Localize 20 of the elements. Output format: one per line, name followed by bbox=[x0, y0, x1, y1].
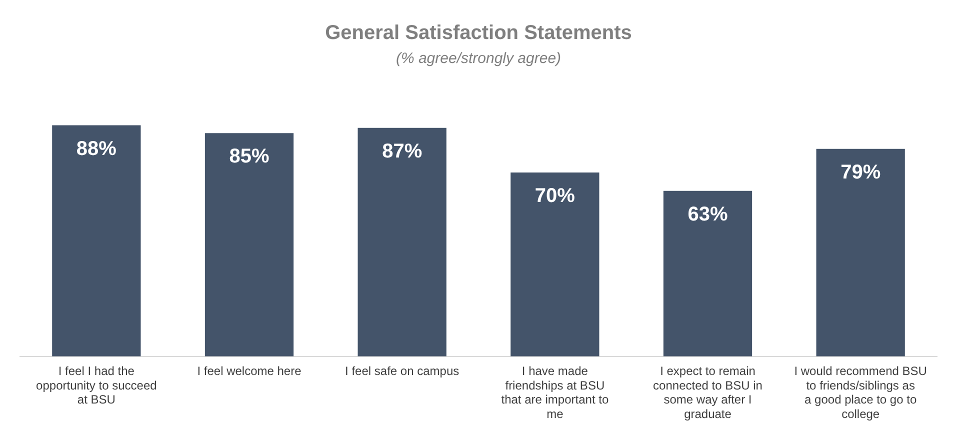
bar bbox=[52, 125, 141, 356]
x-tick-label: I would recommend BSU to friends/siblings as a good place to go to college bbox=[794, 364, 927, 422]
data-label: 88% bbox=[76, 138, 117, 160]
bar bbox=[663, 190, 752, 356]
bar bbox=[816, 148, 905, 356]
data-label: 79% bbox=[840, 161, 881, 184]
x-tick-label: I expect to remain connected to BSU in some way after I graduate bbox=[653, 364, 762, 422]
x-tick-label: I feel welcome here bbox=[197, 364, 302, 378]
bar bbox=[204, 133, 294, 356]
x-tick-label: I have made friendships at BSU that are important to me bbox=[501, 364, 609, 422]
data-label: 87% bbox=[382, 140, 422, 162]
x-tick-label: I feel safe on campus bbox=[345, 364, 460, 378]
data-label: 63% bbox=[688, 203, 728, 226]
x-tick-label: I feel I had the opportunity to succeed at BSU bbox=[36, 364, 157, 407]
data-label: 70% bbox=[534, 185, 576, 208]
chart-title: General Satisfaction Statements bbox=[324, 22, 633, 45]
bar bbox=[358, 128, 446, 356]
data-label: 85% bbox=[229, 146, 270, 168]
chart-subtitle: (% agree/strongly agree) bbox=[394, 50, 562, 67]
bar bbox=[510, 172, 600, 356]
